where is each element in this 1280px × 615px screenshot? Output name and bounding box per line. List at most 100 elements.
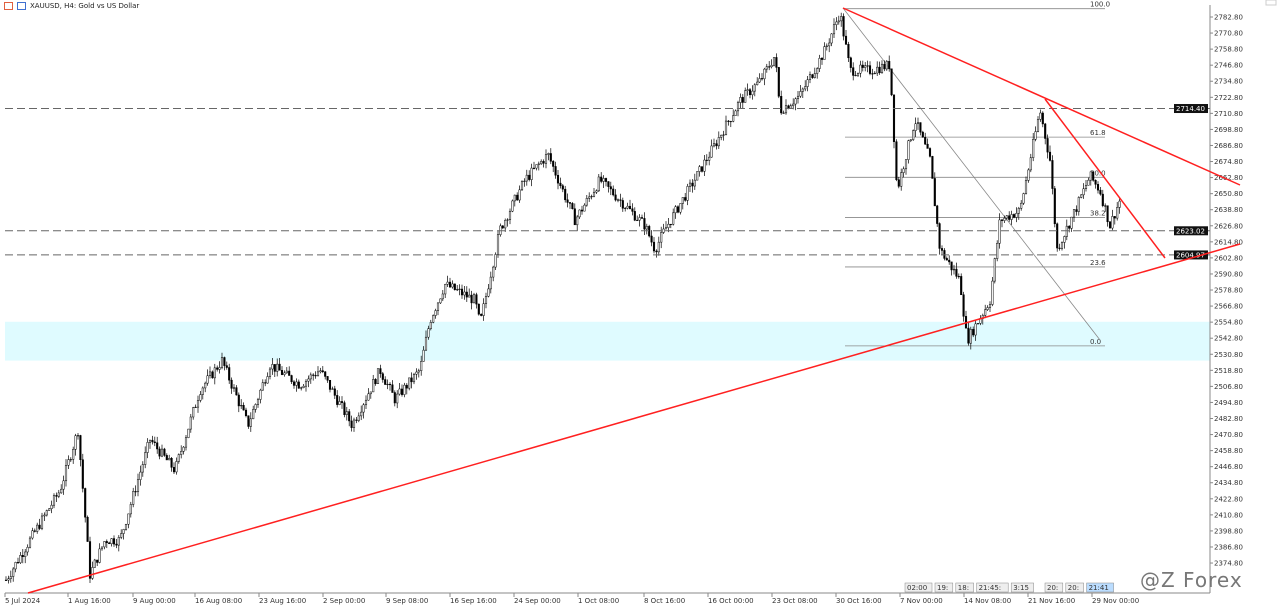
price-bar-body bbox=[91, 567, 94, 579]
price-bar-body bbox=[528, 174, 531, 180]
price-bar-body bbox=[508, 210, 512, 220]
price-bar-body bbox=[828, 42, 831, 47]
price-bar-body bbox=[220, 357, 224, 368]
watermark-text: @Z Forex bbox=[1140, 568, 1243, 592]
price-bar-body bbox=[837, 20, 840, 23]
price-bar-body bbox=[254, 404, 257, 410]
price-bar-body bbox=[792, 103, 795, 107]
price-label: 2494.80 bbox=[1214, 399, 1243, 407]
price-bar-body bbox=[175, 461, 178, 473]
price-label: 2590.80 bbox=[1214, 270, 1243, 278]
support-zone bbox=[5, 321, 1210, 361]
price-bar-body bbox=[1060, 242, 1064, 249]
price-bar-body bbox=[729, 121, 732, 123]
chart-grid-icon[interactable] bbox=[4, 2, 13, 10]
price-bar-body bbox=[998, 219, 1001, 244]
price-bar-body bbox=[684, 197, 687, 201]
price-bar-body bbox=[614, 194, 617, 201]
fib-level-label: 50.0 bbox=[1090, 169, 1106, 177]
price-bar-body bbox=[189, 416, 192, 430]
price-bar-body bbox=[859, 64, 862, 74]
price-label: 2686.80 bbox=[1214, 142, 1243, 150]
price-bar-body bbox=[621, 200, 624, 209]
time-marker-box bbox=[934, 582, 954, 593]
price-bar-body bbox=[141, 464, 144, 473]
price-bar-body bbox=[249, 418, 252, 427]
price-bar-body bbox=[456, 289, 459, 291]
price-label: 2650.80 bbox=[1214, 190, 1243, 198]
price-bar-body bbox=[314, 375, 317, 377]
price-bar-body bbox=[302, 385, 305, 388]
price-bar-body bbox=[976, 323, 980, 325]
price-bar-body bbox=[1003, 217, 1006, 221]
price-bar-body bbox=[794, 98, 797, 105]
price-bar-body bbox=[1020, 202, 1023, 209]
price-bar-body bbox=[364, 399, 368, 406]
price-bar-body bbox=[871, 73, 874, 75]
price-bar-body bbox=[789, 105, 792, 109]
price-bar-body bbox=[926, 143, 929, 149]
price-bar-body bbox=[244, 409, 248, 416]
price-bar-body bbox=[232, 387, 236, 389]
price-label: 2770.80 bbox=[1214, 30, 1243, 38]
price-bar-body bbox=[1015, 213, 1018, 218]
price-bar-body bbox=[288, 370, 291, 376]
price-bar-body bbox=[878, 66, 881, 74]
price-bar-body bbox=[1046, 138, 1049, 153]
price-bar-body bbox=[350, 420, 353, 428]
price-bar-body bbox=[746, 89, 749, 91]
price-bar-body bbox=[146, 442, 149, 453]
price-bar-body bbox=[585, 198, 588, 206]
price-bar-body bbox=[242, 405, 245, 411]
price-bar-body bbox=[552, 161, 555, 167]
price-bar-body bbox=[312, 374, 315, 376]
level-price-label: 2604.97 bbox=[1176, 251, 1205, 259]
price-bar-body bbox=[307, 378, 310, 382]
price-bar-body bbox=[715, 143, 718, 147]
price-label: 2602.80 bbox=[1214, 254, 1243, 262]
trade-icon[interactable] bbox=[17, 2, 26, 10]
price-bar-body bbox=[31, 530, 34, 539]
price-label: 2782.80 bbox=[1214, 14, 1243, 22]
price-bar-body bbox=[782, 112, 785, 114]
price-bar-body bbox=[768, 66, 771, 68]
price-bar-body bbox=[1034, 131, 1037, 140]
price-bar-body bbox=[580, 209, 584, 212]
price-bar-body bbox=[326, 376, 329, 381]
price-label: 2722.80 bbox=[1214, 94, 1243, 102]
price-bar-body bbox=[26, 546, 29, 553]
time-label: 14 Nov 08:00 bbox=[964, 597, 1011, 605]
price-label: 2518.80 bbox=[1214, 367, 1243, 375]
price-bar-body bbox=[900, 172, 903, 187]
price-label: 2662.80 bbox=[1214, 174, 1243, 182]
price-bar-body bbox=[880, 63, 884, 74]
price-bar-body bbox=[710, 145, 713, 158]
price-bar-body bbox=[74, 435, 77, 450]
price-bar-body bbox=[650, 235, 653, 243]
price-bar-body bbox=[460, 288, 464, 296]
price-bar-body bbox=[825, 45, 828, 47]
price-bar-body bbox=[472, 294, 476, 304]
price-bar-body bbox=[1072, 209, 1076, 218]
price-bar-body bbox=[892, 94, 896, 142]
price-bar-body bbox=[1065, 225, 1068, 237]
price-bar-body bbox=[969, 329, 972, 344]
price-bar-body bbox=[523, 180, 526, 182]
price-bar-body bbox=[451, 283, 454, 288]
price-bar-body bbox=[806, 79, 809, 87]
price-bar-body bbox=[984, 309, 987, 316]
price-bar-body bbox=[566, 199, 569, 203]
price-bar-body bbox=[345, 411, 348, 415]
price-bar-body bbox=[396, 393, 399, 404]
price-bar-body bbox=[549, 153, 552, 162]
price-label: 2482.80 bbox=[1214, 415, 1243, 423]
price-label: 2758.80 bbox=[1214, 46, 1243, 54]
price-bar-body bbox=[1044, 123, 1047, 139]
price-bar-body bbox=[381, 373, 384, 380]
price-bar-body bbox=[775, 57, 778, 68]
price-bar-body bbox=[187, 428, 190, 438]
price-bar-body bbox=[758, 78, 761, 83]
price-bar-body bbox=[338, 401, 341, 405]
price-bar-body bbox=[1108, 221, 1112, 229]
